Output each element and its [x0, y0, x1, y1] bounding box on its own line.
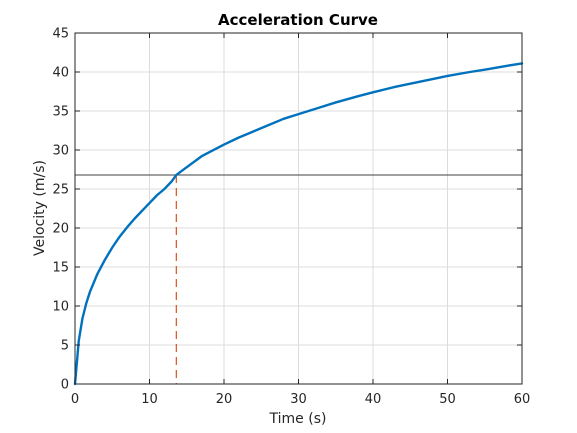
x-tick-label: 20: [216, 392, 233, 407]
tick-marks: [74, 32, 523, 385]
x-tick-label: 10: [141, 392, 158, 407]
y-axis-label: Velocity (m/s): [32, 160, 48, 256]
y-tick-label: 35: [52, 105, 69, 120]
y-tick-label: 30: [52, 144, 69, 159]
series-line-velocity: [73, 62, 524, 386]
y-tick-label: 5: [61, 339, 69, 354]
chart-title: Acceleration Curve: [218, 11, 378, 29]
series-layer: [73, 62, 524, 386]
y-tick-label: 0: [61, 378, 69, 393]
x-tick-label: 60: [514, 392, 531, 407]
y-tick-label: 10: [52, 300, 69, 315]
y-tick-label: 20: [52, 222, 69, 237]
x-tick-label: 30: [290, 392, 307, 407]
reference-lines: [75, 174, 522, 384]
y-tick-label: 25: [52, 183, 69, 198]
x-tick-labels: 0 10 20 30 40 50 60: [71, 392, 530, 407]
x-tick-label: 50: [439, 392, 456, 407]
y-tick-labels: 0 5 10 15 20 25 30 35 40 45: [52, 27, 69, 393]
grid-lines: [75, 33, 522, 384]
x-axis-label: Time (s): [269, 411, 327, 427]
x-tick-label: 0: [71, 392, 79, 407]
y-tick-label: 45: [52, 27, 69, 42]
y-tick-label: 15: [52, 261, 69, 276]
y-tick-label: 40: [52, 66, 69, 81]
x-tick-label: 40: [365, 392, 382, 407]
